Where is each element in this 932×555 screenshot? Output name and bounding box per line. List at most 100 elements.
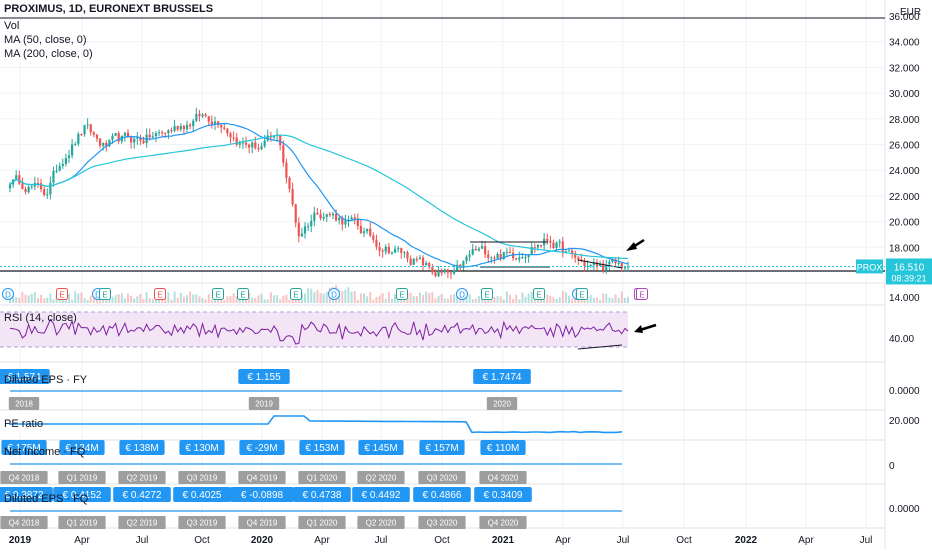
candle-12[interactable] [46, 194, 49, 196]
candle-139[interactable] [440, 272, 443, 274]
candle-49[interactable] [161, 132, 164, 134]
candle-140[interactable] [443, 269, 446, 273]
candle-26[interactable] [89, 124, 92, 133]
candle-56[interactable] [182, 126, 186, 130]
candle-118[interactable] [375, 239, 378, 247]
candle-164[interactable] [518, 257, 521, 260]
candle-121[interactable] [384, 246, 387, 252]
candle-46[interactable] [151, 136, 154, 138]
candle-136[interactable] [431, 267, 434, 273]
earnings-marker-3[interactable] [99, 288, 111, 300]
earnings-marker-12[interactable] [533, 288, 545, 300]
net-income-label[interactable]: Net Income · FQ [4, 446, 86, 458]
candle-190[interactable] [598, 263, 602, 267]
candle-102[interactable] [325, 214, 328, 217]
dividend-marker-0[interactable] [2, 288, 14, 300]
diluted-eps-fq-label[interactable]: Diluted EPS · FQ [4, 493, 89, 505]
candle-181[interactable] [571, 250, 574, 254]
candle-7[interactable] [30, 186, 33, 188]
candle-153[interactable] [484, 246, 487, 255]
candle-25[interactable] [86, 124, 89, 126]
earnings-marker-11[interactable] [481, 288, 493, 300]
eps-fq-badge-1[interactable] [53, 487, 111, 502]
candle-132[interactable] [418, 257, 422, 260]
candle-105[interactable] [334, 213, 338, 221]
candle-48[interactable] [157, 132, 161, 134]
candle-6[interactable] [27, 186, 30, 193]
eps-fq-badge-7[interactable] [413, 487, 471, 502]
candle-98[interactable] [313, 212, 316, 221]
candle-125[interactable] [397, 248, 400, 250]
candle-191[interactable] [602, 263, 605, 271]
candle-55[interactable] [179, 126, 182, 130]
eps-fy-badge-0[interactable] [0, 369, 50, 384]
candle-17[interactable] [61, 163, 64, 166]
candle-114[interactable] [362, 231, 366, 234]
candle-24[interactable] [83, 125, 86, 135]
candle-19[interactable] [67, 155, 71, 159]
candle-94[interactable] [300, 233, 304, 237]
candle-150[interactable] [474, 249, 477, 251]
candle-179[interactable] [564, 251, 567, 253]
candle-38[interactable] [126, 132, 130, 138]
candle-87[interactable] [279, 134, 282, 146]
earnings-marker-16[interactable] [636, 288, 648, 300]
candle-64[interactable] [207, 116, 210, 122]
candle-60[interactable] [195, 113, 198, 121]
candle-23[interactable] [80, 133, 83, 135]
candle-127[interactable] [403, 252, 406, 254]
candle-111[interactable] [353, 217, 356, 220]
candle-188[interactable] [592, 262, 595, 266]
candle-107[interactable] [341, 217, 344, 225]
candle-189[interactable] [595, 262, 599, 267]
candle-171[interactable] [539, 244, 543, 246]
candle-29[interactable] [98, 138, 102, 146]
eps-fy-badge-2[interactable] [473, 369, 531, 384]
candle-128[interactable] [406, 252, 409, 259]
candle-173[interactable] [546, 238, 549, 241]
candle-0[interactable] [8, 184, 12, 189]
candle-167[interactable] [527, 254, 530, 258]
candle-148[interactable] [468, 254, 471, 257]
candle-59[interactable] [192, 120, 195, 127]
ma50-line[interactable] [9, 122, 629, 268]
candle-156[interactable] [493, 257, 496, 259]
candle-196[interactable] [617, 262, 620, 264]
candle-151[interactable] [477, 248, 481, 251]
candle-13[interactable] [49, 182, 52, 195]
candle-51[interactable] [167, 130, 170, 134]
candle-45[interactable] [148, 134, 151, 138]
candle-100[interactable] [319, 214, 322, 219]
candle-159[interactable] [502, 252, 505, 259]
candle-126[interactable] [400, 248, 403, 253]
indicator-ma200-label[interactable]: MA (200, close, 0) [4, 48, 93, 60]
ma200-line[interactable] [9, 134, 628, 259]
candle-69[interactable] [223, 127, 226, 129]
candle-43[interactable] [142, 140, 145, 143]
candle-108[interactable] [344, 220, 347, 225]
candle-16[interactable] [58, 165, 61, 171]
candle-40[interactable] [133, 138, 136, 143]
candle-186[interactable] [586, 265, 589, 267]
earnings-marker-5[interactable] [212, 288, 224, 300]
candle-115[interactable] [366, 228, 369, 232]
candle-178[interactable] [561, 241, 564, 253]
candle-80[interactable] [257, 148, 260, 150]
candle-117[interactable] [372, 235, 375, 240]
eps-fq-badge-3[interactable] [173, 487, 231, 502]
candle-103[interactable] [328, 214, 331, 216]
indicator-vol-label[interactable]: Vol [4, 20, 20, 32]
candle-4[interactable] [21, 183, 24, 190]
candle-176[interactable] [555, 242, 558, 248]
candle-37[interactable] [123, 132, 127, 136]
candle-146[interactable] [462, 261, 465, 268]
earnings-marker-1[interactable] [56, 288, 68, 300]
candle-77[interactable] [248, 144, 251, 148]
eps-fq-badge-8[interactable] [474, 487, 532, 502]
candle-68[interactable] [220, 125, 223, 128]
net-income-badge-6[interactable] [358, 440, 404, 455]
candle-54[interactable] [176, 126, 179, 130]
candle-92[interactable] [294, 204, 297, 223]
candle-135[interactable] [428, 262, 431, 268]
candle-62[interactable] [201, 114, 204, 117]
